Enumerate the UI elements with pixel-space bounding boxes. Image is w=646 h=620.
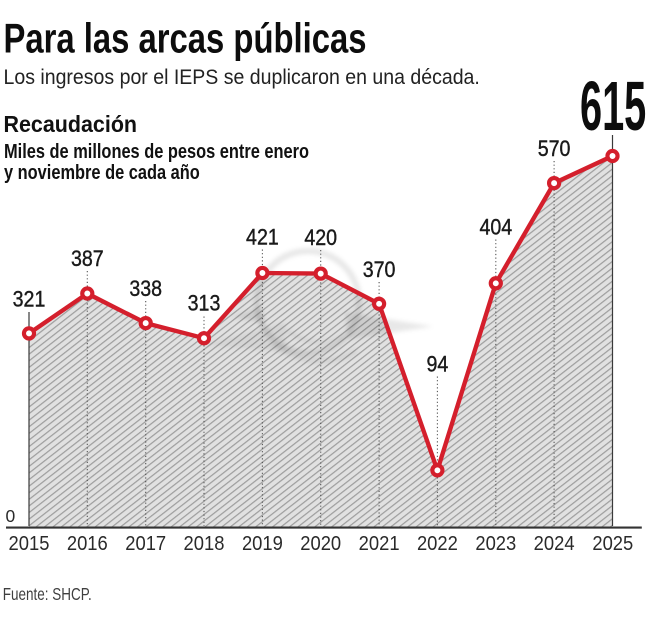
svg-text:313: 313 bbox=[188, 292, 221, 316]
svg-text:570: 570 bbox=[538, 137, 571, 161]
svg-text:2024: 2024 bbox=[534, 533, 575, 555]
svg-text:2023: 2023 bbox=[475, 533, 516, 555]
svg-text:94: 94 bbox=[426, 353, 448, 377]
svg-text:2022: 2022 bbox=[417, 533, 458, 555]
svg-text:321: 321 bbox=[13, 288, 46, 312]
svg-text:Miles de millones de pesos ent: Miles de millones de pesos entre enero bbox=[4, 139, 309, 162]
svg-text:2025: 2025 bbox=[592, 533, 633, 555]
svg-text:404: 404 bbox=[479, 216, 512, 240]
svg-text:421: 421 bbox=[246, 226, 279, 250]
svg-text:0: 0 bbox=[6, 506, 16, 526]
svg-text:Fuente: SHCP.: Fuente: SHCP. bbox=[3, 585, 92, 604]
svg-text:338: 338 bbox=[129, 277, 162, 301]
svg-text:2021: 2021 bbox=[359, 533, 400, 555]
svg-text:2018: 2018 bbox=[184, 533, 225, 555]
svg-text:y noviembre de cada año: y noviembre de cada año bbox=[4, 160, 200, 183]
svg-text:420: 420 bbox=[304, 226, 337, 250]
svg-text:2015: 2015 bbox=[9, 533, 50, 555]
svg-text:615: 615 bbox=[580, 67, 646, 146]
svg-text:2017: 2017 bbox=[125, 533, 166, 555]
svg-text:2020: 2020 bbox=[300, 533, 341, 555]
svg-text:2016: 2016 bbox=[67, 533, 108, 555]
svg-text:Para las arcas públicas: Para las arcas públicas bbox=[4, 15, 367, 62]
svg-text:2019: 2019 bbox=[242, 533, 283, 555]
svg-text:Recaudación: Recaudación bbox=[4, 111, 138, 137]
svg-text:370: 370 bbox=[363, 258, 396, 282]
svg-text:387: 387 bbox=[71, 247, 104, 271]
svg-text:Los ingresos por el IEPS se du: Los ingresos por el IEPS se duplicaron e… bbox=[4, 67, 480, 90]
